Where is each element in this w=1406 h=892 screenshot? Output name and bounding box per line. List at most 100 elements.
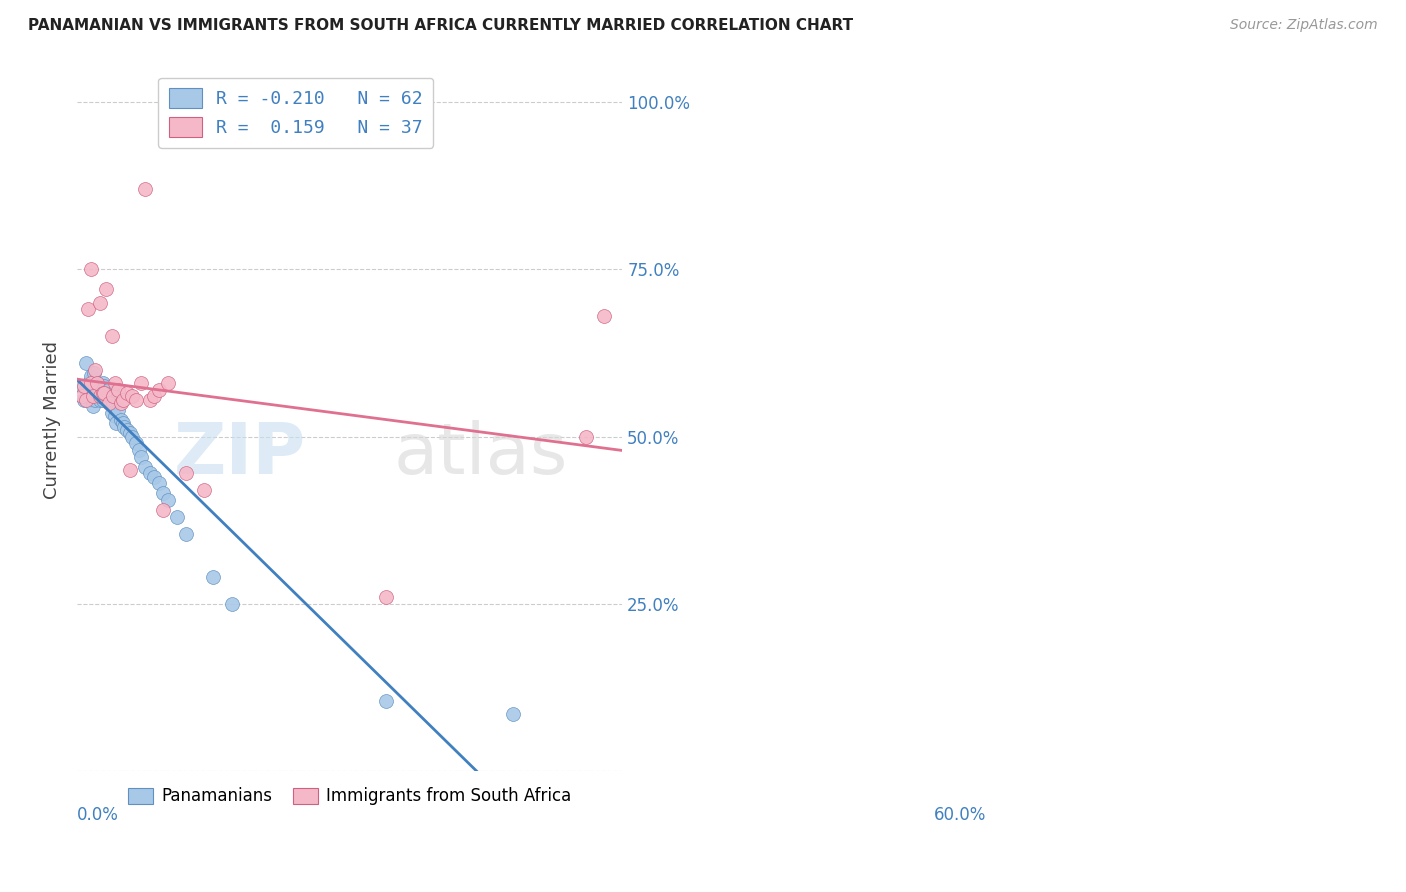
Point <box>107 383 129 397</box>
Point <box>139 467 162 481</box>
Text: PANAMANIAN VS IMMIGRANTS FROM SOUTH AFRICA CURRENTLY MARRIED CORRELATION CHART: PANAMANIAN VS IMMIGRANTS FROM SOUTH AFRI… <box>28 18 853 33</box>
Point <box>593 309 616 323</box>
Point <box>128 442 150 457</box>
Point <box>104 376 127 390</box>
Point <box>89 383 111 397</box>
Point <box>375 694 398 708</box>
Point <box>100 329 122 343</box>
Text: 0.0%: 0.0% <box>77 806 120 824</box>
Text: atlas: atlas <box>394 420 568 490</box>
Point <box>156 376 179 390</box>
Point <box>91 389 114 403</box>
Point <box>87 389 110 403</box>
Text: Source: ZipAtlas.com: Source: ZipAtlas.com <box>1230 18 1378 32</box>
Point <box>152 486 174 500</box>
Point <box>112 419 135 434</box>
Point <box>75 383 97 397</box>
Point <box>97 396 120 410</box>
Point <box>80 262 103 277</box>
Point <box>86 376 108 390</box>
Point <box>115 423 138 437</box>
Point <box>70 389 93 403</box>
Text: 60.0%: 60.0% <box>934 806 986 824</box>
Point <box>86 389 108 403</box>
Point <box>118 463 141 477</box>
Point <box>97 383 120 397</box>
Point <box>152 503 174 517</box>
Point <box>86 376 108 390</box>
Point <box>70 379 93 393</box>
Point <box>82 400 104 414</box>
Point <box>375 590 398 604</box>
Point <box>98 389 121 403</box>
Point <box>91 376 114 390</box>
Point <box>89 389 111 403</box>
Point <box>129 376 152 390</box>
Point <box>80 369 103 384</box>
Text: ZIP: ZIP <box>174 420 307 490</box>
Point <box>107 402 129 417</box>
Point <box>97 392 120 407</box>
Point <box>90 379 112 393</box>
Point <box>82 389 104 403</box>
Point <box>87 379 110 393</box>
Point <box>121 429 143 443</box>
Point <box>84 379 107 393</box>
Point <box>103 389 125 403</box>
Point <box>80 376 103 390</box>
Point <box>82 379 104 393</box>
Point <box>502 707 524 722</box>
Point <box>111 392 134 407</box>
Point <box>104 409 127 424</box>
Point <box>115 386 138 401</box>
Point <box>84 362 107 376</box>
Point <box>143 389 166 403</box>
Point <box>139 392 162 407</box>
Point <box>93 386 115 401</box>
Point <box>143 469 166 483</box>
Point <box>83 366 105 380</box>
Point <box>156 493 179 508</box>
Point <box>77 302 100 317</box>
Point <box>93 392 115 407</box>
Point <box>148 383 170 397</box>
Point <box>110 413 132 427</box>
Point <box>103 396 125 410</box>
Point <box>111 416 134 430</box>
Point <box>75 356 97 370</box>
Point <box>174 467 197 481</box>
Point <box>89 295 111 310</box>
Point <box>129 450 152 464</box>
Point <box>202 570 225 584</box>
Point <box>82 389 104 403</box>
Point <box>134 459 156 474</box>
Point <box>89 392 111 407</box>
Point <box>96 282 118 296</box>
Point <box>575 429 598 443</box>
Point <box>100 406 122 420</box>
Point <box>174 526 197 541</box>
Point <box>125 392 148 407</box>
Legend: Panamanians, Immigrants from South Africa: Panamanians, Immigrants from South Afric… <box>121 780 578 812</box>
Point <box>77 376 100 390</box>
Point <box>93 379 115 393</box>
Point <box>118 426 141 441</box>
Point <box>148 476 170 491</box>
Point <box>83 389 105 403</box>
Point <box>110 396 132 410</box>
Point <box>77 386 100 401</box>
Point <box>80 392 103 407</box>
Point <box>80 373 103 387</box>
Point <box>103 386 125 401</box>
Point <box>166 509 188 524</box>
Point <box>93 386 115 401</box>
Point <box>96 389 118 403</box>
Point <box>221 597 243 611</box>
Point <box>91 386 114 401</box>
Point <box>84 392 107 407</box>
Point <box>73 379 96 393</box>
Point <box>90 386 112 401</box>
Point <box>193 483 215 497</box>
Point <box>73 392 96 407</box>
Point <box>96 392 118 407</box>
